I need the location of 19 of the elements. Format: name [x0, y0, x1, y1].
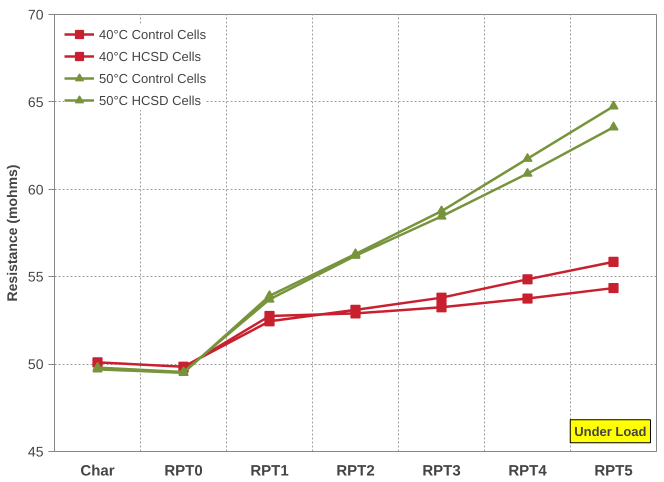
x-tick-label: RPT4 — [508, 462, 548, 480]
x-tick-label: RPT1 — [250, 462, 289, 480]
y-tick-label: 60 — [28, 181, 44, 198]
legend-label: 50°C Control Cells — [99, 70, 206, 86]
y-tick-label: 70 — [28, 6, 44, 22]
y-tick-label: 45 — [28, 444, 44, 460]
y-tick-label: 50 — [28, 356, 44, 372]
y-axis-title: Resistance (mohms) — [4, 164, 20, 302]
y-tick-label: 55 — [28, 268, 44, 285]
x-tick-label: Char — [80, 462, 115, 480]
legend-label: 40°C Control Cells — [99, 26, 206, 42]
y-tick-label: 65 — [28, 94, 44, 110]
x-tick-label: RPT0 — [164, 462, 203, 480]
x-tick-label: RPT3 — [422, 462, 461, 480]
annotation: Under Load — [574, 424, 647, 439]
x-tick-label: RPT2 — [336, 462, 375, 480]
legend-label: 50°C HCSD Cells — [99, 92, 202, 108]
legend-label: 40°C HCSD Cells — [99, 48, 202, 64]
x-tick-label: RPT5 — [594, 462, 633, 480]
